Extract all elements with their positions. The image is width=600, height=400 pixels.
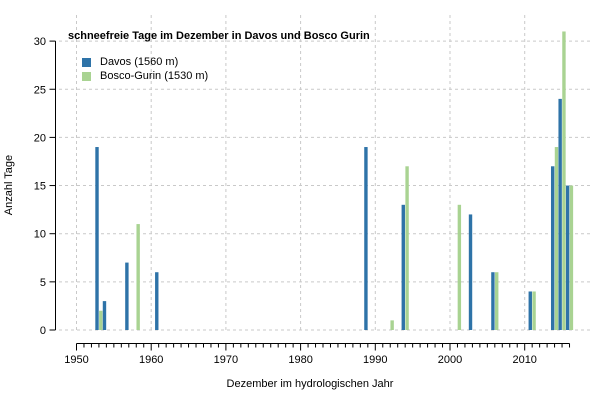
bar-davos-2006 [491, 272, 495, 330]
bar-bosco-1958 [136, 224, 140, 330]
bar-davos-1957 [125, 262, 129, 330]
y-tick-label-20: 20 [34, 132, 46, 144]
y-tick-label-0: 0 [40, 325, 46, 337]
x-tick-label-1950: 1950 [64, 354, 88, 366]
bar-bosco-2011 [532, 291, 536, 330]
bar-bosco-1992 [390, 320, 394, 330]
legend-item-bosco-gurin: Bosco-Gurin (1530 m) [82, 69, 208, 83]
bar-bosco-1994 [405, 166, 409, 330]
bar-davos-2014 [550, 166, 555, 330]
bar-davos-2011 [528, 291, 532, 330]
y-tick-label-5: 5 [40, 277, 46, 289]
bar-davos-1961 [155, 272, 159, 330]
legend-label-davos: Davos (1560 m) [100, 56, 179, 68]
bar-davos-1954 [102, 301, 107, 330]
bar-bosco-2006 [495, 272, 499, 330]
bar-davos-1953 [95, 147, 99, 330]
x-tick-label-1980: 1980 [288, 354, 312, 366]
bosco-gurin-color-swatch-icon [82, 71, 91, 81]
bar-davos-1994 [401, 204, 405, 330]
y-tick-label-10: 10 [34, 229, 46, 241]
x-tick-label-2010: 2010 [512, 354, 536, 366]
y-tick-label-25: 25 [34, 84, 46, 96]
y-tick-label-30: 30 [34, 36, 46, 48]
x-tick-label-2000: 2000 [438, 354, 462, 366]
x-tick-label-1990: 1990 [363, 354, 387, 366]
legend-label-bosco-gurin: Bosco-Gurin (1530 m) [100, 70, 209, 82]
bar-bosco-2016 [569, 185, 574, 330]
bar-bosco-1953 [99, 310, 103, 330]
bar-bosco-2015 [562, 31, 566, 330]
y-axis-title: Anzahl Tage [3, 154, 15, 216]
bar-davos-2003 [468, 214, 473, 330]
x-tick-label-1960: 1960 [139, 354, 163, 366]
bar-bosco-2001 [457, 204, 462, 330]
davos-color-swatch-icon [82, 57, 91, 67]
chart-title: schneefreie Tage im Dezember in Davos un… [68, 30, 370, 42]
x-axis-title: Dezember im hydrologischen Jahr [226, 378, 394, 390]
y-tick-label-15: 15 [34, 181, 46, 193]
bar-davos-2015 [558, 98, 562, 330]
bar-bosco-2014 [554, 147, 559, 330]
legend: Davos (1560 m) Bosco-Gurin (1530 m) [82, 55, 208, 83]
x-tick-label-1970: 1970 [214, 354, 238, 366]
bar-davos-1989 [364, 147, 368, 330]
bar-davos-2016 [565, 185, 570, 330]
legend-item-davos: Davos (1560 m) [82, 55, 208, 69]
